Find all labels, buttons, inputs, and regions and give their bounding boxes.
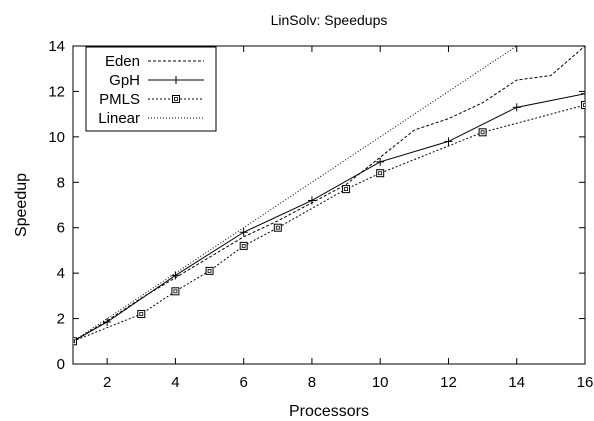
series-gph-point xyxy=(444,137,453,146)
x-tick-label: 2 xyxy=(103,374,111,391)
series-pmls xyxy=(73,101,585,346)
y-tick-label: 10 xyxy=(48,129,65,146)
series-gph-point xyxy=(376,157,385,166)
legend-label: GpH xyxy=(109,72,140,89)
y-tick-label: 6 xyxy=(57,220,65,237)
y-tick-label: 2 xyxy=(57,311,65,328)
series-pmls-point xyxy=(342,185,351,194)
y-tick-label: 14 xyxy=(48,38,65,55)
series-linear-line xyxy=(73,46,518,342)
series-pmls-point xyxy=(205,266,214,275)
series-pmls-point xyxy=(581,101,585,110)
legend-label: PMLS xyxy=(99,91,140,108)
series-gph-point xyxy=(307,196,316,205)
legend-label: Eden xyxy=(105,53,140,70)
y-tick-label: 0 xyxy=(57,356,65,373)
legend-marker xyxy=(172,76,180,84)
chart-title: LinSolv: Speedups xyxy=(271,12,388,28)
ticks-layer: 2 4 6 8 10 12 14 16 0 2 4 6 8 10 12 14 xyxy=(48,38,593,391)
x-tick-label: 12 xyxy=(440,374,457,391)
plot-frame xyxy=(72,45,586,365)
x-tick-label: 4 xyxy=(171,374,179,391)
legend-item-gph: GpH xyxy=(109,72,204,89)
series-linear xyxy=(73,46,518,342)
series-pmls-point xyxy=(171,287,180,296)
legend-item-linear: Linear xyxy=(98,110,204,127)
series-gph-point xyxy=(239,228,248,237)
y-tick-label: 4 xyxy=(57,265,65,282)
y-tick-label: 12 xyxy=(48,83,65,100)
legend: Eden GpH PMLS Linear xyxy=(85,46,217,132)
y-tick-label: 8 xyxy=(57,174,65,191)
x-tick-label: 16 xyxy=(577,374,594,391)
series-pmls-line xyxy=(73,104,585,342)
x-tick-label: 6 xyxy=(239,374,247,391)
x-tick-label: 14 xyxy=(508,374,525,391)
series-eden-line xyxy=(73,46,585,342)
legend-label: Linear xyxy=(98,110,140,127)
x-tick-label: 10 xyxy=(372,374,389,391)
series-gph-point xyxy=(512,103,521,112)
x-tick-label: 8 xyxy=(308,374,316,391)
series-gph-point xyxy=(103,317,112,326)
series-gph-point xyxy=(581,89,585,98)
series-eden xyxy=(73,46,585,342)
legend-item-pmls: PMLS xyxy=(99,91,204,108)
series-pmls-point xyxy=(376,169,385,178)
series-pmls-point xyxy=(137,310,146,319)
series-layer xyxy=(73,46,585,346)
series-pmls-point xyxy=(478,128,487,137)
series-pmls-point xyxy=(273,223,282,232)
y-axis-title: Speedup xyxy=(13,173,30,237)
series-pmls-point xyxy=(239,241,248,250)
series-gph xyxy=(73,89,585,346)
x-axis-title: Processors xyxy=(289,403,369,420)
legend-marker xyxy=(172,95,180,103)
legend-item-eden: Eden xyxy=(105,53,204,70)
